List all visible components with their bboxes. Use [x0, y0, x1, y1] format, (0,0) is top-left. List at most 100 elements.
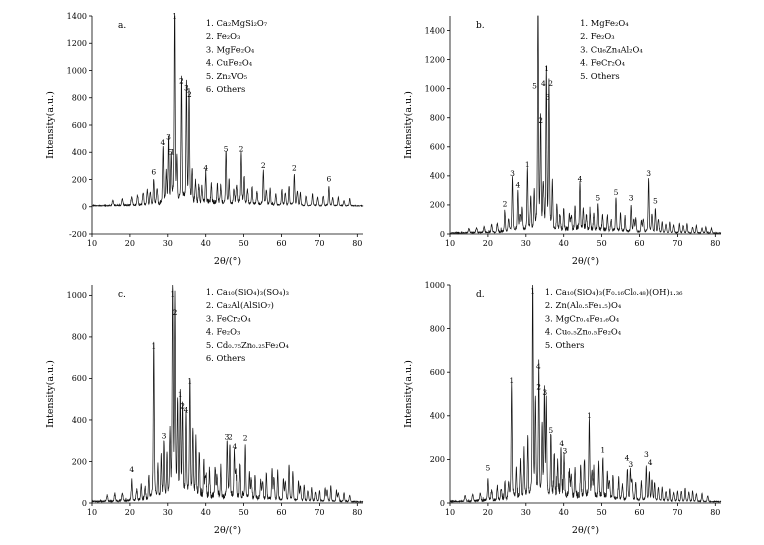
- x-tick-label: 60: [276, 508, 286, 517]
- x-tick-label: 80: [352, 239, 362, 248]
- y-tick-label: 600: [430, 368, 445, 377]
- x-tick-label: 50: [597, 239, 607, 248]
- legend-entry: 5. Others: [545, 340, 585, 350]
- y-tick-label: 400: [430, 172, 445, 181]
- xrd-plot-a: 10 20 30 40 50 60 70 80 -200 0 200 400 600 800 1000 120…: [45, 12, 364, 267]
- y-tick-label: 400: [72, 148, 87, 157]
- peak-label: 6: [326, 175, 331, 184]
- peak-label: 1: [544, 64, 549, 73]
- peak-label: 1: [509, 376, 514, 385]
- y-tick-label: 1000: [425, 84, 445, 93]
- legend-entry: 5. Cd₀.₇₅Zn₀.₂₅Fe₂O₄: [206, 340, 290, 350]
- y-tick-label: 600: [430, 143, 445, 152]
- y-tick-label: 0: [82, 499, 87, 508]
- x-tick-label: 40: [559, 239, 569, 248]
- peak-label: 1: [151, 341, 156, 350]
- y-axis-title: Intensity(a.u.): [45, 91, 56, 159]
- peak-label: 4: [536, 362, 541, 371]
- peak-label: 2: [292, 164, 297, 173]
- y-tick-label: 600: [72, 121, 87, 130]
- peak-label: 4: [233, 442, 238, 451]
- y-tick-label: -200: [69, 230, 87, 239]
- x-tick-label: 40: [559, 508, 569, 517]
- peak-label: 2: [228, 433, 233, 442]
- x-tick-label: 60: [276, 239, 286, 248]
- peak-label: 3: [510, 169, 515, 178]
- x-tick-label: 60: [634, 239, 644, 248]
- y-tick-label: 0: [440, 230, 445, 239]
- x-tick-label: 10: [87, 239, 97, 248]
- peak-label: 4: [625, 453, 630, 462]
- legend-entry: 1. MgFe₂O₄: [580, 18, 629, 28]
- y-tick-label: 200: [430, 201, 445, 210]
- peak-label: 4: [129, 465, 134, 474]
- legend-entry: 3. Cu₆Zn₄Al₂O₄: [580, 44, 643, 54]
- x-tick-label: 20: [125, 239, 135, 248]
- xrd-panel-c: 10 20 30 40 50 60 70 80 0 200 400 600 800 1000 2θ/(°) I…: [42, 277, 372, 537]
- peak-label: 1: [172, 12, 177, 21]
- y-tick-label: 200: [72, 457, 87, 466]
- peak-label: 3: [542, 388, 547, 397]
- peak-label: 4: [203, 164, 208, 173]
- x-tick-label: 80: [710, 508, 720, 517]
- x-tick-label: 80: [352, 508, 362, 517]
- x-tick-label: 10: [87, 508, 97, 517]
- peak-label: 6: [151, 168, 156, 177]
- x-tick-label: 30: [163, 508, 173, 517]
- peak-label: 3: [562, 446, 567, 455]
- x-tick-label: 30: [163, 239, 173, 248]
- panel-letter: a.: [118, 21, 126, 31]
- x-tick-label: 50: [597, 508, 607, 517]
- peak-label: 4: [648, 458, 653, 467]
- peak-label: 2: [179, 76, 184, 85]
- x-tick-label: 30: [521, 508, 531, 517]
- peak-label: 2: [180, 402, 185, 411]
- peak-label: 1: [170, 147, 175, 156]
- peak-label: 1: [187, 377, 192, 386]
- xrd-panel-d: 10 20 30 40 50 60 70 80 0 200 400 600 800 1000 2θ/(°) I…: [400, 277, 730, 537]
- x-tick-label: 70: [314, 239, 324, 248]
- peak-label: 2: [261, 161, 266, 170]
- y-tick-label: 800: [72, 94, 87, 103]
- peak-label: 2: [243, 434, 248, 443]
- panel-letter: b.: [476, 21, 485, 31]
- peak-label: 1: [178, 390, 183, 399]
- peak-label: 5: [595, 194, 600, 203]
- y-tick-label: 0: [82, 203, 87, 212]
- peak-label: 1: [525, 160, 530, 169]
- peak-label: 2: [173, 308, 178, 317]
- peak-label: 3: [646, 169, 651, 178]
- y-tick-label: 1000: [425, 281, 445, 290]
- y-tick-label: 800: [430, 114, 445, 123]
- x-tick-label: 10: [445, 508, 455, 517]
- xrd-trace: [91, 15, 364, 208]
- peak-label: 5: [653, 196, 658, 205]
- panel-letter: d.: [476, 290, 485, 300]
- x-axis-title: 2θ/(°): [572, 256, 599, 267]
- y-tick-label: 800: [430, 324, 445, 333]
- peak-label: 4: [578, 175, 583, 184]
- x-tick-label: 70: [672, 239, 682, 248]
- legend-entry: 4. CuFe₂O₄: [206, 58, 253, 68]
- xrd-panel-a: 10 20 30 40 50 60 70 80 -200 0 200 400 600 800 1000 120…: [42, 8, 372, 268]
- peak-label: 1: [530, 286, 535, 295]
- legend-entry: 1. Ca₁₀(SiO₄)₃(SO₄)₃: [206, 287, 289, 297]
- y-tick-label: 1000: [67, 66, 87, 75]
- legend-entry: 4. Cu₀.₅Zn₀.₅Fe₂O₄: [545, 327, 622, 337]
- y-tick-label: 600: [72, 374, 87, 383]
- x-tick-label: 70: [314, 508, 324, 517]
- peak-label: 5: [224, 145, 229, 154]
- x-tick-label: 30: [521, 239, 531, 248]
- peak-label: 5: [532, 82, 537, 91]
- peak-label: 3: [225, 433, 230, 442]
- y-tick-label: 200: [72, 175, 87, 184]
- y-tick-label: 1200: [425, 55, 445, 64]
- peak-label: 3: [162, 432, 167, 441]
- peak-label: 5: [168, 147, 173, 156]
- x-tick-label: 10: [445, 239, 455, 248]
- peak-label: 3: [644, 450, 649, 459]
- y-axis-title: Intensity(a.u.): [45, 360, 56, 428]
- legend-entry: 3. MgFe₂O₄: [206, 44, 255, 54]
- x-axis-title: 2θ/(°): [214, 525, 241, 536]
- y-tick-label: 0: [440, 499, 445, 508]
